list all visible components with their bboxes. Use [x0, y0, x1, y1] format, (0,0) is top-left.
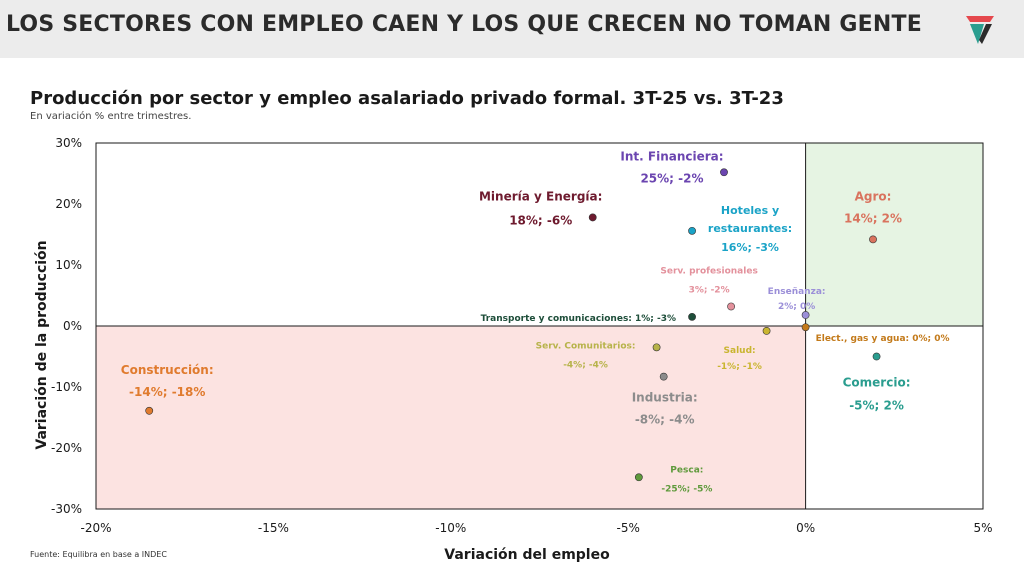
x-tick-label: 0%	[796, 521, 815, 535]
point-label-value: -4%; -4%	[563, 360, 608, 370]
point-label-value: -14%; -18%	[129, 385, 205, 399]
data-point	[727, 302, 735, 311]
point-label-name: Elect., gas y agua: 0%; 0%	[816, 334, 950, 344]
point-label-value: 25%; -2%	[640, 171, 703, 185]
point-label-name: Salud:	[724, 346, 756, 356]
data-point	[688, 226, 696, 235]
point-label-name: Serv. profesionales	[660, 266, 757, 276]
data-point	[688, 312, 696, 321]
point-label-name: Comercio:	[843, 376, 911, 390]
point-label-name: Construcción:	[121, 363, 214, 377]
data-point	[588, 213, 597, 222]
data-point	[652, 343, 661, 352]
point-labels: Int. Financiera: 25%; -2% Minería y Energí…	[121, 149, 950, 494]
point-label-value: -25%; -5%	[661, 484, 712, 494]
y-tick-label: 10%	[55, 258, 82, 272]
data-point	[801, 311, 810, 319]
y-tick-label: -30%	[51, 502, 82, 516]
data-points	[145, 168, 881, 482]
data-point	[762, 326, 771, 335]
point-label-value: -1%; -1%	[717, 362, 762, 372]
y-tick-labels: 30% 20% 10% 0% -10% -20% -30%	[51, 136, 82, 516]
point-label-value: 16%; -3%	[721, 241, 779, 254]
data-point	[659, 372, 668, 381]
point-label-value: 3%; -2%	[689, 285, 730, 295]
x-tick-label: -10%	[435, 521, 466, 535]
point-label-value: 14%; 2%	[844, 211, 902, 225]
data-point	[720, 168, 728, 177]
headline: LOS SECTORES CON EMPLEO CAEN Y LOS QUE C…	[6, 12, 922, 37]
y-tick-label: 0%	[63, 319, 82, 333]
point-label-name: Transporte y comunicaciones: 1%; -3%	[481, 314, 676, 324]
data-point	[872, 352, 881, 361]
data-point	[145, 406, 154, 415]
source-note: Fuente: Equilibra en base a INDEC	[30, 550, 167, 559]
point-label-value: -8%; -4%	[635, 413, 695, 427]
data-point	[634, 473, 643, 482]
y-tick-label: 30%	[55, 136, 82, 150]
point-label-value: 18%; -6%	[509, 213, 572, 227]
point-label-name: Serv. Comunitarios:	[536, 341, 636, 351]
quadrant-employment-down-production-down	[96, 326, 806, 509]
point-label-name: Enseñanza:	[768, 287, 826, 297]
x-axis-label: Variación del empleo	[444, 547, 610, 563]
data-point	[869, 235, 877, 244]
y-tick-label: -20%	[51, 441, 82, 455]
y-axis-label: Variación de la producción	[34, 240, 50, 449]
point-label-name: Minería y Energía:	[479, 189, 602, 203]
x-tick-label: -20%	[80, 521, 111, 535]
x-tick-label: 5%	[973, 521, 992, 535]
point-label-name: Pesca:	[670, 465, 703, 475]
y-tick-label: 20%	[55, 197, 82, 211]
y-tick-label: -10%	[51, 380, 82, 394]
shaded-quadrants	[96, 143, 983, 509]
data-point	[801, 323, 810, 332]
chart-subtitle: En variación % entre trimestres.	[30, 111, 192, 122]
x-tick-labels: -20% -15% -10% -5% 0% 5%	[80, 521, 992, 535]
point-label-value: -5%; 2%	[849, 399, 904, 413]
x-tick-label: -15%	[258, 521, 289, 535]
x-tick-label: -5%	[617, 521, 640, 535]
chart-title: Producción por sector y empleo asalariad…	[30, 88, 784, 109]
brand-logo-icon	[966, 16, 994, 44]
point-label-value: 2%; 0%	[778, 302, 815, 312]
point-label-name: restaurantes:	[708, 222, 792, 235]
top-banner	[0, 0, 1024, 58]
point-label-name: Agro:	[855, 189, 892, 203]
point-label-name: Int. Financiera:	[620, 149, 723, 163]
point-label-name: Hoteles y	[721, 204, 779, 217]
point-label-name: Industria:	[632, 391, 698, 405]
quadrant-employment-up-production-up	[805, 143, 983, 326]
